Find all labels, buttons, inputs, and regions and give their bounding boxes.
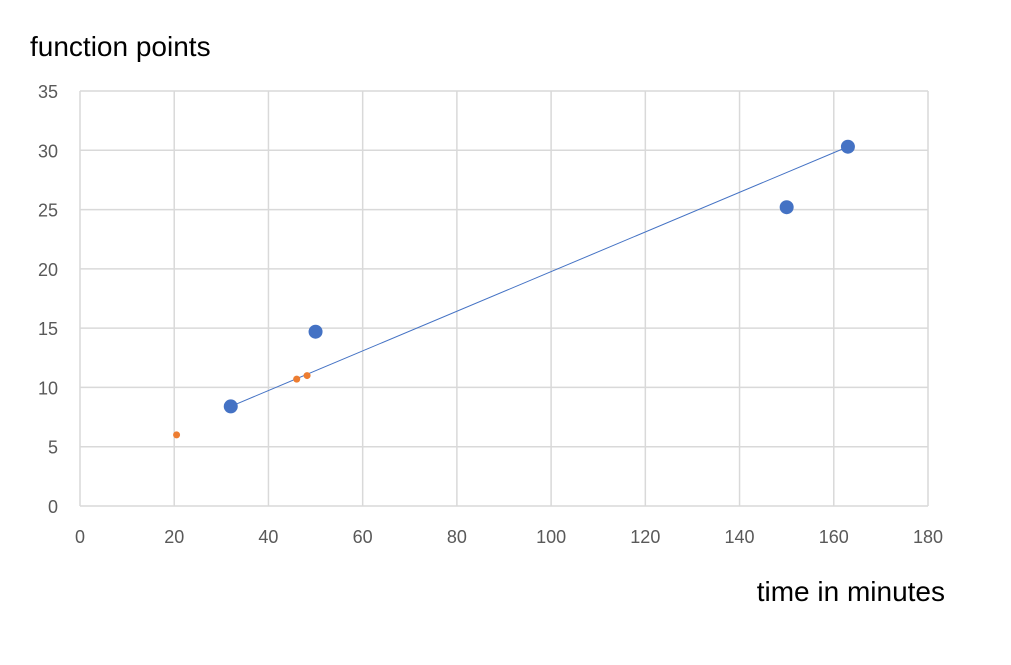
chart-grid [79, 90, 929, 507]
y-tick-label: 30 [38, 141, 58, 161]
y-tick-label: 0 [48, 497, 58, 517]
data-point [308, 324, 323, 339]
x-tick-label: 80 [447, 527, 467, 547]
x-tick-label: 180 [913, 527, 943, 547]
x-tick-label: 120 [630, 527, 660, 547]
y-tick-label: 10 [38, 378, 58, 398]
y-axis-title: function points [30, 31, 211, 62]
trendline [230, 146, 849, 407]
trendline-group [230, 146, 849, 407]
y-tick-label: 25 [38, 201, 58, 221]
data-point [840, 139, 855, 154]
x-tick-label: 20 [164, 527, 184, 547]
y-tick-label: 35 [38, 82, 58, 102]
data-point [779, 200, 794, 215]
x-tick-label: 40 [258, 527, 278, 547]
y-tick-label: 15 [38, 319, 58, 339]
y-tick-label: 20 [38, 260, 58, 280]
x-tick-label: 160 [819, 527, 849, 547]
tick-labels: 0 5 10 15 20 25 30 35 0 20 40 60 80 100 120 140 160 180 [38, 82, 943, 547]
data-point [293, 375, 301, 383]
x-axis-title: time in minutes [757, 576, 945, 607]
data-point [223, 399, 238, 414]
x-tick-label: 0 [75, 527, 85, 547]
data-point [173, 431, 181, 439]
x-tick-label: 140 [725, 527, 755, 547]
data-point [303, 372, 311, 380]
x-tick-label: 100 [536, 527, 566, 547]
data-points [173, 139, 855, 439]
x-tick-label: 60 [353, 527, 373, 547]
y-tick-label: 5 [48, 438, 58, 458]
